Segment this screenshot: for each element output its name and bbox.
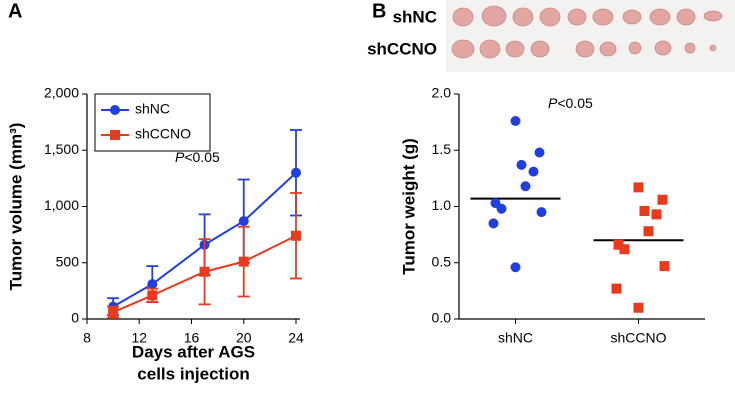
marker xyxy=(510,262,521,273)
y-tick-label: 500 xyxy=(56,253,80,269)
annotation-italic: P xyxy=(175,149,185,165)
x-axis-label: Days after AGS xyxy=(132,342,255,361)
y-tick-label: 2.0 xyxy=(432,85,452,101)
marker xyxy=(496,203,507,214)
marker xyxy=(528,166,539,177)
y-tick-label: 0 xyxy=(71,310,79,326)
y-tick-label: 0.5 xyxy=(432,253,452,269)
marker xyxy=(659,261,670,272)
x-axis-label: cells injection xyxy=(137,364,249,383)
annotation-text: <0.05 xyxy=(184,149,220,165)
marker xyxy=(238,216,249,227)
marker xyxy=(536,207,547,218)
tumors xyxy=(451,5,723,59)
legend-box xyxy=(94,93,211,152)
annotation: P<0.05 xyxy=(548,95,593,111)
marker xyxy=(611,283,622,294)
marker xyxy=(613,239,624,250)
y-tick-label: 1,500 xyxy=(44,141,79,157)
annotation-text: <0.05 xyxy=(557,95,593,111)
legend-label: shCCNO xyxy=(135,126,191,142)
marker xyxy=(147,290,158,301)
marker xyxy=(643,226,654,237)
marker xyxy=(108,307,119,318)
marker xyxy=(633,182,644,193)
marker xyxy=(238,256,249,267)
marker xyxy=(619,244,630,255)
annotation-italic: P xyxy=(548,95,558,111)
x-tick-label: 16 xyxy=(184,330,200,346)
marker xyxy=(516,159,527,170)
y-tick-label: 0.0 xyxy=(432,310,452,326)
x-tick-label: 20 xyxy=(236,330,252,346)
marker xyxy=(534,147,545,158)
y-tick-label: 2,000 xyxy=(44,85,79,101)
marker xyxy=(639,206,650,216)
x-tick-label: 12 xyxy=(131,330,147,346)
photo-label: shCCNO xyxy=(367,39,437,58)
marker xyxy=(199,266,210,277)
marker xyxy=(291,167,301,178)
photo-label: shNC xyxy=(393,7,437,26)
marker xyxy=(520,181,531,192)
tumor-photo xyxy=(446,0,735,72)
marker xyxy=(147,279,158,290)
legend-label: shNC xyxy=(135,101,170,117)
y-tick-label: 1.5 xyxy=(432,141,452,157)
marker xyxy=(633,302,644,313)
legend-marker xyxy=(110,105,120,115)
marker xyxy=(651,209,662,220)
x-tick-label: shNC xyxy=(498,330,533,346)
y-axis-label: Tumor weight (g) xyxy=(399,138,418,275)
panel-label: A xyxy=(8,0,22,22)
marker xyxy=(510,116,521,126)
y-tick-label: 1,000 xyxy=(44,197,79,213)
legend-marker xyxy=(110,130,120,140)
x-tick-label: shCCNO xyxy=(610,330,666,346)
x-tick-label: 8 xyxy=(83,330,91,346)
marker xyxy=(291,230,301,241)
panel-label: B xyxy=(372,0,386,22)
marker xyxy=(488,218,499,229)
annotation: P<0.05 xyxy=(175,149,220,165)
y-tick-label: 1.0 xyxy=(432,197,452,213)
y-axis-label: Tumor volume (mm³) xyxy=(6,123,25,291)
x-tick-label: 24 xyxy=(288,330,304,346)
marker xyxy=(657,194,668,205)
